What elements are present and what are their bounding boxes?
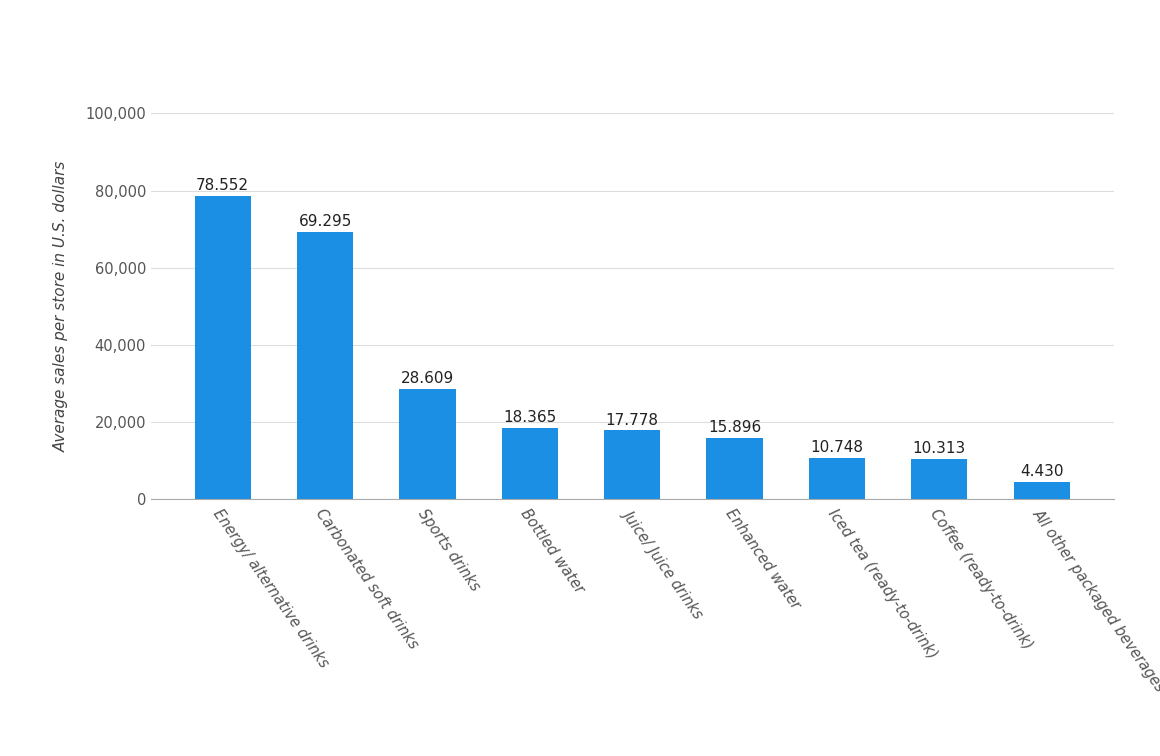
Text: 18.365: 18.365 — [503, 411, 557, 426]
Bar — [809, 457, 865, 499]
Text: 69.295: 69.295 — [298, 214, 351, 229]
Bar — [706, 438, 763, 499]
Text: 17.778: 17.778 — [606, 413, 659, 428]
Bar — [911, 459, 967, 499]
Bar — [1014, 482, 1070, 499]
Bar — [604, 430, 660, 499]
Bar — [297, 232, 354, 499]
Bar — [399, 389, 456, 499]
Bar — [195, 196, 251, 499]
Y-axis label: Average sales per store in U.S. dollars: Average sales per store in U.S. dollars — [53, 160, 68, 452]
Text: 10.313: 10.313 — [913, 442, 966, 457]
Text: 15.896: 15.896 — [708, 420, 761, 435]
Bar — [501, 428, 558, 499]
Text: 10.748: 10.748 — [811, 440, 863, 455]
Text: 78.552: 78.552 — [196, 178, 249, 194]
Text: 28.609: 28.609 — [401, 371, 454, 386]
Text: 4.430: 4.430 — [1020, 464, 1064, 479]
